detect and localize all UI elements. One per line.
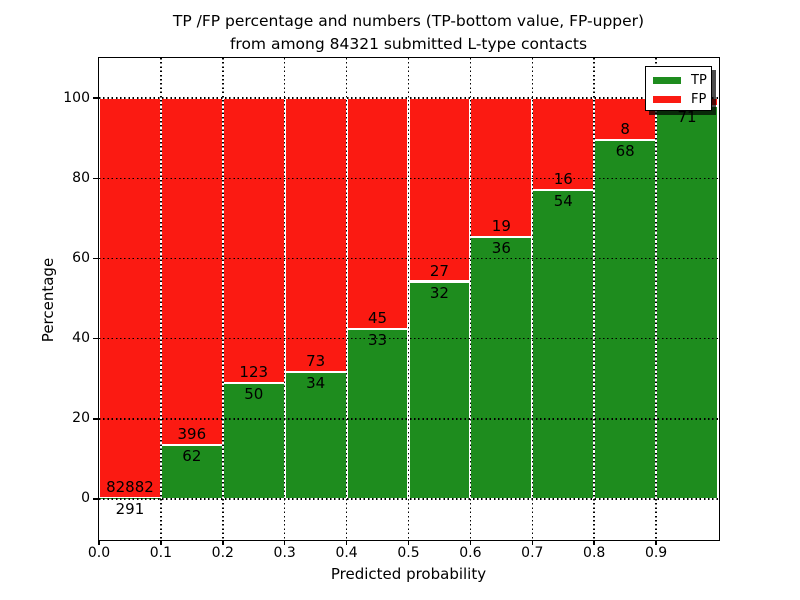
chart-title: TP /FP percentage and numbers (TP-bottom…	[99, 10, 718, 56]
y-tick-label: 100	[63, 89, 90, 106]
x-tick-label: 0.5	[397, 545, 420, 561]
tp-count-label: 36	[491, 238, 511, 257]
y-tick-label: 40	[72, 330, 90, 347]
fp-count-label: 8	[620, 120, 630, 139]
tp-count-label: 62	[182, 446, 202, 465]
fp-count-label: 27	[429, 261, 449, 280]
vertical-gridline	[345, 58, 348, 539]
legend-label-tp: TP	[691, 73, 707, 88]
y-tick-mark	[92, 418, 98, 420]
bar-segment-tp	[656, 106, 718, 499]
x-tick-mark	[469, 540, 472, 545]
x-axis-label: Predicted probability	[330, 565, 487, 583]
tp-count-label: 71	[677, 108, 697, 127]
tp-count-label: 34	[306, 373, 326, 392]
plot-area-border	[97, 56, 720, 541]
x-tick-label: 0.6	[459, 545, 482, 561]
vertical-gridline	[160, 58, 162, 539]
y-tick-mark	[92, 97, 98, 99]
horizontal-gridline	[99, 498, 718, 500]
x-tick-label: 0.7	[521, 545, 544, 561]
horizontal-gridline	[99, 257, 718, 260]
x-tick-mark	[531, 540, 534, 545]
x-tick-mark	[345, 540, 348, 545]
vertical-gridline	[531, 58, 534, 539]
vertical-gridline	[593, 58, 595, 539]
tp-color-swatch	[653, 76, 681, 85]
x-tick-label: 0.8	[583, 545, 606, 561]
legend-item-fp: FP	[653, 91, 711, 108]
x-tick-label: 0.0	[87, 545, 111, 561]
tp-count-label: 32	[429, 283, 449, 302]
chart-title-line1: TP /FP percentage and numbers (TP-bottom…	[172, 12, 645, 30]
bar-segment-tp	[532, 189, 595, 499]
tp-count-label: 33	[368, 331, 388, 350]
y-tick-label: 0	[81, 490, 90, 507]
legend-label-fp: FP	[691, 92, 707, 107]
y-tick-label: 20	[72, 410, 90, 427]
x-tick-mark	[283, 540, 286, 545]
vertical-gridline	[469, 58, 472, 539]
tp-count-label: 50	[244, 385, 264, 404]
x-tick-label: 0.2	[211, 545, 234, 561]
horizontal-gridline	[99, 177, 718, 179]
y-tick-mark	[92, 257, 98, 260]
fp-count-label: 396	[177, 424, 207, 443]
x-tick-mark	[98, 540, 100, 545]
x-tick-mark	[407, 540, 410, 545]
y-tick-label: 60	[72, 249, 90, 266]
tp-count-label: 68	[615, 142, 635, 161]
tp-count-label: 54	[553, 191, 573, 210]
bar-segment-tp	[594, 140, 657, 499]
y-tick-mark	[92, 177, 98, 179]
legend: TP FP	[645, 66, 712, 111]
x-tick-mark	[655, 540, 657, 545]
fp-count-label: 45	[368, 309, 388, 328]
x-tick-mark	[222, 540, 224, 545]
fp-color-swatch	[653, 95, 681, 104]
horizontal-gridline	[99, 418, 718, 420]
y-tick-mark	[92, 498, 98, 500]
vertical-gridline	[222, 58, 224, 539]
fp-count-label: 73	[306, 351, 326, 370]
x-tick-label: 0.3	[273, 545, 296, 561]
horizontal-gridline	[99, 337, 718, 340]
y-tick-label: 80	[72, 169, 90, 186]
bar-segment-fp	[594, 98, 657, 141]
fp-count-label: 16	[553, 169, 573, 188]
bar-segment-tp	[408, 281, 471, 499]
chart-title-line2: from among 84321 submitted L-type contac…	[229, 35, 588, 53]
x-tick-mark	[593, 540, 595, 545]
x-tick-label: 0.4	[335, 545, 358, 561]
tp-count-label: 291	[115, 499, 145, 518]
x-tick-mark	[160, 540, 162, 545]
vertical-gridline	[283, 58, 286, 539]
bar-segment-fp	[160, 98, 223, 445]
fp-count-label: 82882	[106, 477, 154, 496]
vertical-gridline	[407, 58, 410, 539]
legend-item-tp: TP	[653, 72, 711, 89]
y-axis-label: Percentage	[39, 257, 57, 343]
x-tick-label: 0.9	[644, 545, 668, 561]
y-tick-mark	[92, 337, 98, 340]
bar-segment-fp	[99, 98, 161, 498]
fp-count-label: 123	[239, 363, 269, 382]
x-tick-label: 0.1	[149, 545, 173, 561]
horizontal-gridline	[99, 97, 718, 99]
fp-count-label: 19	[491, 216, 511, 235]
vertical-gridline	[655, 58, 657, 539]
